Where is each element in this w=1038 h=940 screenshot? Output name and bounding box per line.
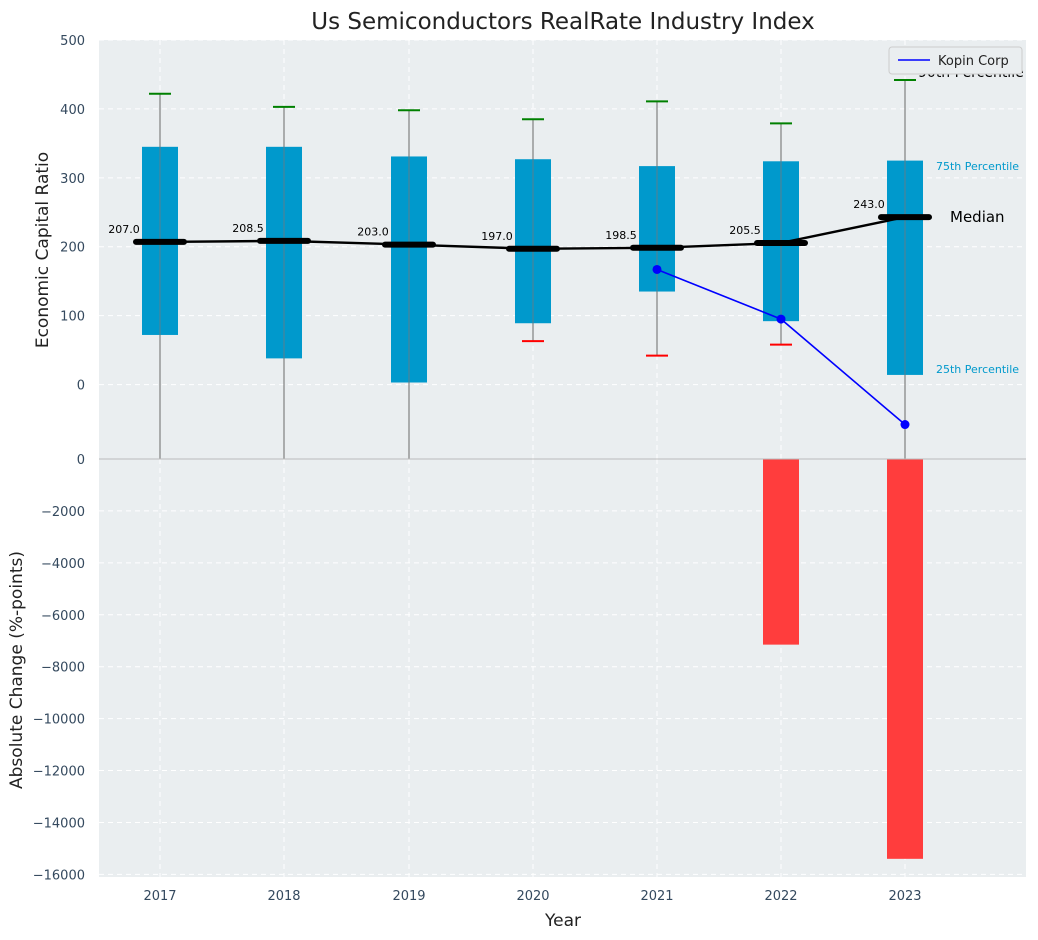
median-value-label-2019: 203.0 bbox=[357, 226, 389, 239]
bottom-y-tick-label: −14000 bbox=[33, 816, 85, 831]
bottom-y-tick-label: −8000 bbox=[41, 661, 85, 676]
x-tick-label-2023: 2023 bbox=[888, 889, 921, 904]
change-bar-2023 bbox=[887, 459, 923, 859]
bottom-y-tick-label: −6000 bbox=[41, 609, 85, 624]
median-value-label-2017: 207.0 bbox=[108, 223, 140, 236]
x-tick-label-2017: 2017 bbox=[143, 889, 176, 904]
top-y-tick-label: 0 bbox=[77, 379, 85, 394]
top-y-tick-label: 300 bbox=[60, 172, 85, 187]
bottom-y-tick-label: −4000 bbox=[41, 557, 85, 572]
median-value-label-2020: 197.0 bbox=[481, 230, 513, 243]
axes: 0 100 200 300 400 500 0 −2000 −4000 −6000 −8000 −10… bbox=[33, 34, 1026, 904]
bottom-y-axis-label: Absolute Change (%-points) bbox=[7, 551, 27, 789]
change-bar-2022 bbox=[763, 459, 799, 645]
x-tick-label-2021: 2021 bbox=[640, 889, 673, 904]
median-line-group: 207.0 208.5 203.0 197.0 198.5 205.5 243.0 bbox=[108, 198, 932, 252]
kopin-series-group bbox=[652, 264, 910, 430]
kopin-point-2023 bbox=[900, 420, 910, 430]
top-y-tick-label: 200 bbox=[60, 241, 85, 256]
annotation-25th-percentile: 25th Percentile bbox=[936, 363, 1019, 376]
kopin-point-2021 bbox=[652, 264, 662, 274]
bottom-y-tick-label: −16000 bbox=[33, 868, 85, 883]
annotation-75th-percentile: 75th Percentile bbox=[936, 160, 1019, 173]
bottom-y-tick-label: 0 bbox=[77, 453, 85, 468]
legend: Kopin Corp bbox=[888, 46, 1023, 75]
x-tick-label-2019: 2019 bbox=[392, 889, 425, 904]
x-axis-label: Year bbox=[544, 911, 581, 931]
median-value-label-2023: 243.0 bbox=[853, 198, 885, 211]
legend-label-kopin: Kopin Corp bbox=[938, 54, 1009, 69]
change-bars bbox=[763, 459, 923, 859]
kopin-point-2022 bbox=[776, 314, 786, 324]
median-value-label-2022: 205.5 bbox=[729, 224, 761, 237]
bottom-y-tick-label: −10000 bbox=[33, 713, 85, 728]
bottom-y-tick-label: −2000 bbox=[41, 505, 85, 520]
legend-box bbox=[888, 46, 1023, 75]
top-y-tick-label: 100 bbox=[60, 310, 85, 325]
top-y-tick-label: 500 bbox=[60, 34, 85, 49]
bottom-y-tick-label: −12000 bbox=[33, 765, 85, 780]
annotation-median: Median bbox=[950, 208, 1005, 226]
x-tick-label-2020: 2020 bbox=[516, 889, 549, 904]
top-y-axis-label: Economic Capital Ratio bbox=[33, 152, 53, 348]
bottom-panel-background bbox=[99, 459, 1026, 877]
top-y-tick-label: 400 bbox=[60, 103, 85, 118]
x-tick-label-2022: 2022 bbox=[764, 889, 797, 904]
x-tick-label-2018: 2018 bbox=[267, 889, 300, 904]
median-value-label-2018: 208.5 bbox=[232, 222, 264, 235]
median-value-label-2021: 198.5 bbox=[605, 229, 637, 242]
chart-title: Us Semiconductors RealRate Industry Inde… bbox=[311, 9, 815, 35]
